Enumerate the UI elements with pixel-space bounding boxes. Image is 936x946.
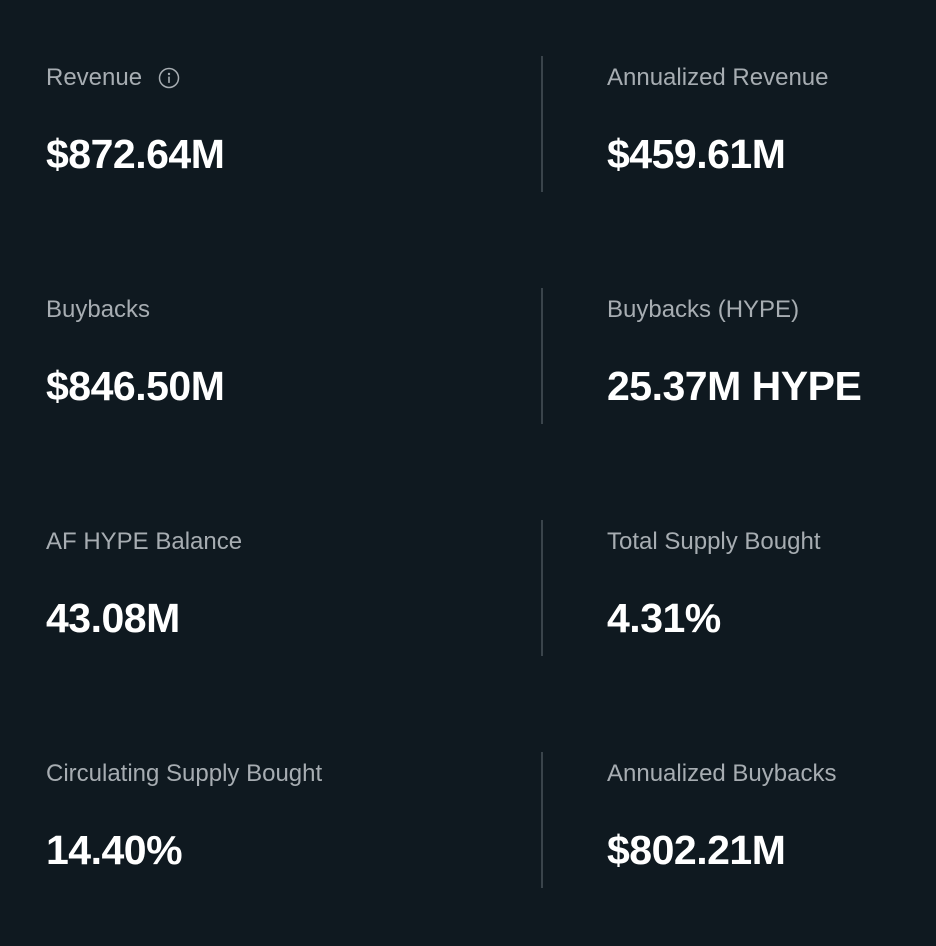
stat-value: $872.64M: [46, 131, 225, 177]
stat-label: Annualized Buybacks: [607, 760, 837, 787]
stat-total-supply-bought: Total Supply Bought 4.31%: [607, 520, 917, 656]
stat-value: 14.40%: [46, 827, 183, 873]
stat-annualized-revenue: Annualized Revenue $459.61M: [607, 56, 917, 192]
stat-af-hype-balance: AF HYPE Balance 43.08M: [46, 520, 506, 656]
info-icon[interactable]: [158, 67, 180, 89]
divider: [541, 56, 543, 192]
stat-label: Revenue: [46, 64, 143, 91]
stat-label: Buybacks: [46, 296, 151, 323]
stat-buybacks-hype: Buybacks (HYPE) 25.37M HYPE: [607, 288, 917, 424]
stat-buybacks: Buybacks $846.50M: [46, 288, 506, 424]
stat-value: $802.21M: [607, 827, 786, 873]
stat-label: Buybacks (HYPE): [607, 296, 800, 323]
stat-value: $846.50M: [46, 363, 225, 409]
stat-label: Total Supply Bought: [607, 528, 821, 555]
stat-value: 4.31%: [607, 595, 721, 641]
stat-value: $459.61M: [607, 131, 786, 177]
stat-annualized-buybacks: Annualized Buybacks $802.21M: [607, 752, 917, 888]
stat-label-container: Revenue: [46, 64, 180, 92]
stat-value: 43.08M: [46, 595, 180, 641]
stat-label: Annualized Revenue: [607, 64, 829, 91]
stat-circulating-supply-bought: Circulating Supply Bought 14.40%: [46, 752, 506, 888]
stat-label: AF HYPE Balance: [46, 528, 243, 555]
stat-label: Circulating Supply Bought: [46, 760, 323, 787]
stat-value: 25.37M HYPE: [607, 363, 862, 409]
divider: [541, 752, 543, 888]
divider: [541, 288, 543, 424]
stat-revenue: Revenue $872.64M: [46, 56, 506, 192]
divider: [541, 520, 543, 656]
